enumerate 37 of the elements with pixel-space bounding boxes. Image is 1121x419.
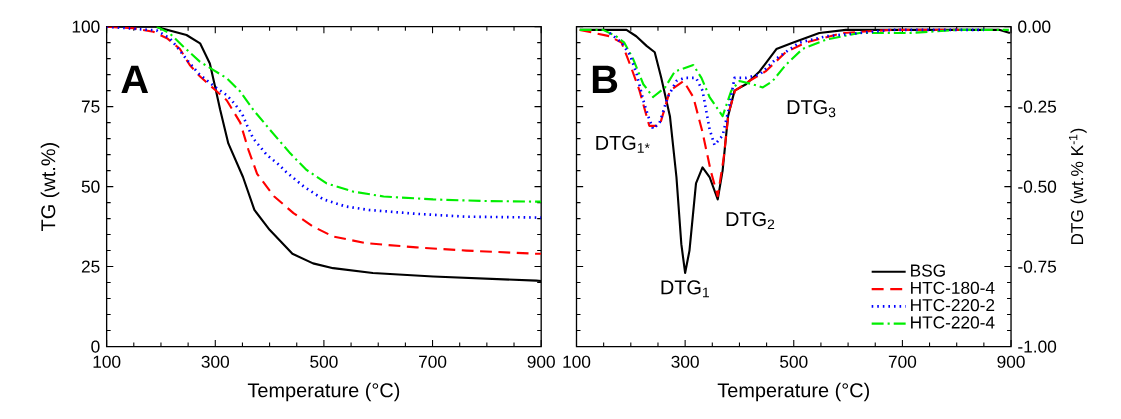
annotation: DTG$_{2}$ bbox=[726, 212, 775, 230]
x-axis-title: Temperature (°C) bbox=[717, 382, 869, 402]
y-tick-label: -0.50 bbox=[1018, 180, 1057, 193]
x-tick-label: 500 bbox=[780, 355, 808, 369]
x-tick-label: 500 bbox=[310, 355, 338, 369]
y-tick-label: -0.25 bbox=[1018, 100, 1057, 113]
y-axis-title: DTG (wt.% K$^{-1}$) bbox=[1068, 128, 1087, 245]
y-axis-title: TG (wt.%) bbox=[40, 143, 60, 232]
y-tick-label: -1.00 bbox=[1018, 340, 1057, 353]
y-tick-label: 25 bbox=[81, 260, 100, 273]
legend-label: HTC-220-2 bbox=[911, 299, 995, 312]
y-tick-label: 0 bbox=[91, 340, 100, 353]
x-tick-label: 700 bbox=[888, 355, 917, 369]
x-axis-title: Temperature (°C) bbox=[247, 382, 400, 402]
y-tick-label: -0.75 bbox=[1018, 260, 1057, 273]
annotation: DTG$_{3}$ bbox=[787, 100, 836, 118]
y-tick-label: 75 bbox=[81, 100, 100, 113]
line-series bbox=[106, 26, 542, 220]
annotation: B bbox=[592, 65, 618, 94]
line-series bbox=[578, 29, 1010, 118]
line-series bbox=[155, 26, 542, 203]
x-tick-label: 100 bbox=[563, 355, 591, 369]
x-tick-label: 100 bbox=[93, 355, 121, 369]
legend-label: HTC-220-4 bbox=[911, 316, 995, 329]
x-tick-label: 900 bbox=[997, 355, 1025, 369]
y-tick-label: 0.00 bbox=[1018, 20, 1051, 33]
x-tick-label: 300 bbox=[201, 355, 230, 369]
x-tick-label: 900 bbox=[527, 355, 555, 369]
annotation: A bbox=[121, 65, 149, 94]
x-tick-label: 300 bbox=[671, 355, 699, 369]
annotation: DTG$_{1*}$ bbox=[596, 136, 650, 153]
annotation: DTG$_{1}$ bbox=[661, 280, 710, 298]
y-tick-label: 50 bbox=[81, 180, 100, 193]
legend-label: BSG bbox=[911, 264, 945, 277]
x-tick-label: 700 bbox=[419, 355, 447, 369]
legend-label: HTC-180-4 bbox=[911, 281, 995, 295]
y-tick-label: 100 bbox=[72, 20, 100, 33]
